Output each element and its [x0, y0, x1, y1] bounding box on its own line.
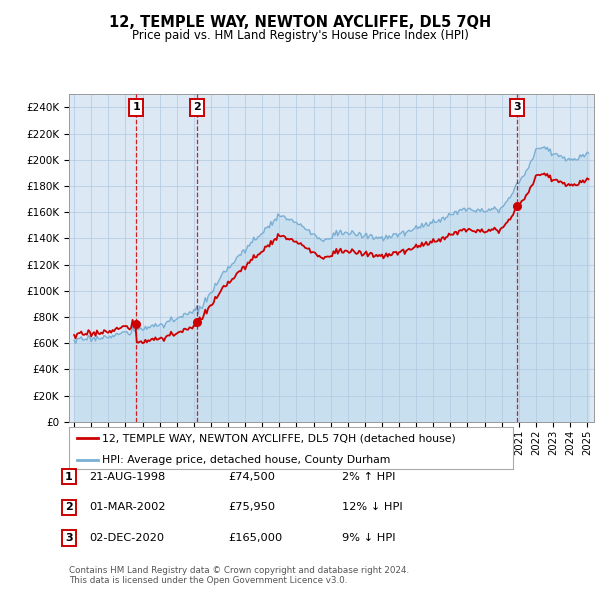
Text: 2% ↑ HPI: 2% ↑ HPI	[342, 472, 395, 481]
Text: 12% ↓ HPI: 12% ↓ HPI	[342, 503, 403, 512]
Text: £75,950: £75,950	[228, 503, 275, 512]
Text: 02-DEC-2020: 02-DEC-2020	[89, 533, 164, 543]
Text: 3: 3	[514, 103, 521, 113]
Text: 12, TEMPLE WAY, NEWTON AYCLIFFE, DL5 7QH: 12, TEMPLE WAY, NEWTON AYCLIFFE, DL5 7QH	[109, 15, 491, 30]
Text: 2: 2	[193, 103, 200, 113]
Text: Price paid vs. HM Land Registry's House Price Index (HPI): Price paid vs. HM Land Registry's House …	[131, 30, 469, 42]
Text: HPI: Average price, detached house, County Durham: HPI: Average price, detached house, Coun…	[102, 455, 391, 465]
Text: 1: 1	[133, 103, 140, 113]
Text: 12, TEMPLE WAY, NEWTON AYCLIFFE, DL5 7QH (detached house): 12, TEMPLE WAY, NEWTON AYCLIFFE, DL5 7QH…	[102, 433, 456, 443]
Text: 21-AUG-1998: 21-AUG-1998	[89, 472, 165, 481]
Text: £165,000: £165,000	[228, 533, 282, 543]
Text: 01-MAR-2002: 01-MAR-2002	[89, 503, 166, 512]
Text: 3: 3	[65, 533, 73, 543]
Text: 1: 1	[65, 472, 73, 481]
Text: Contains HM Land Registry data © Crown copyright and database right 2024.
This d: Contains HM Land Registry data © Crown c…	[69, 566, 409, 585]
Text: £74,500: £74,500	[228, 472, 275, 481]
Text: 9% ↓ HPI: 9% ↓ HPI	[342, 533, 395, 543]
Text: 2: 2	[65, 503, 73, 512]
